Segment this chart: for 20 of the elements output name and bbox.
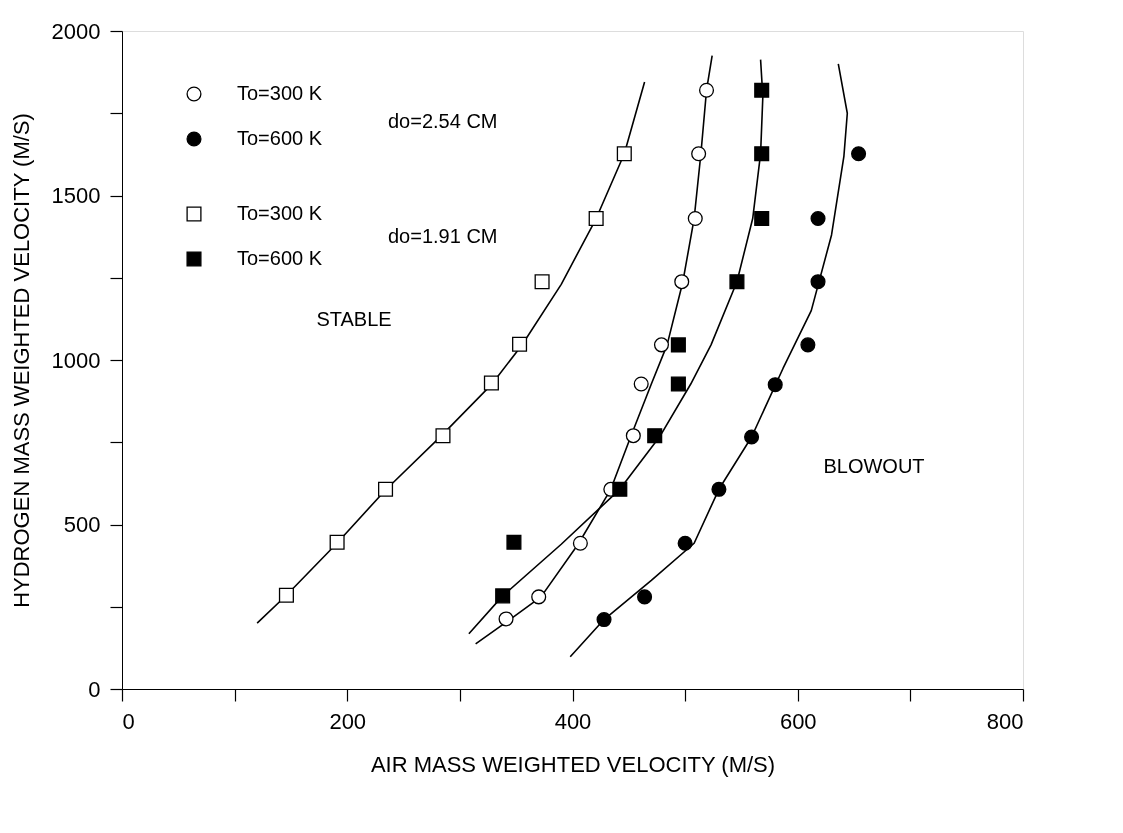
annotation: BLOWOUT (823, 455, 925, 477)
annotation: do=2.54 CM (388, 110, 498, 132)
x-tick-label: 0 (122, 708, 135, 734)
legend-label: To=600 K (237, 127, 323, 149)
x-tick-label: 800 (986, 708, 1024, 734)
x-tick-label: 200 (329, 708, 367, 734)
y-tick-label: 1500 (51, 183, 101, 208)
annotation: STABLE (316, 308, 392, 330)
legend-label: To=300 K (237, 202, 323, 224)
legend-label: To=600 K (237, 247, 323, 269)
x-axis-title: AIR MASS WEIGHTED VELOCITY (M/S) (370, 751, 776, 777)
legend-label: To=300 K (237, 82, 323, 104)
annotation: do=1.91 CM (388, 225, 498, 247)
x-tick-label: 600 (779, 708, 817, 734)
x-tick-label: 400 (554, 708, 592, 734)
y-axis-title: HYDROGEN MASS WEIGHTED VELOCITY (M/S) (8, 113, 34, 608)
y-tick-label: 500 (63, 512, 101, 537)
y-tick-label: 2000 (51, 18, 101, 44)
y-tick-label: 0 (88, 676, 101, 702)
y-tick-label: 1000 (51, 347, 101, 373)
